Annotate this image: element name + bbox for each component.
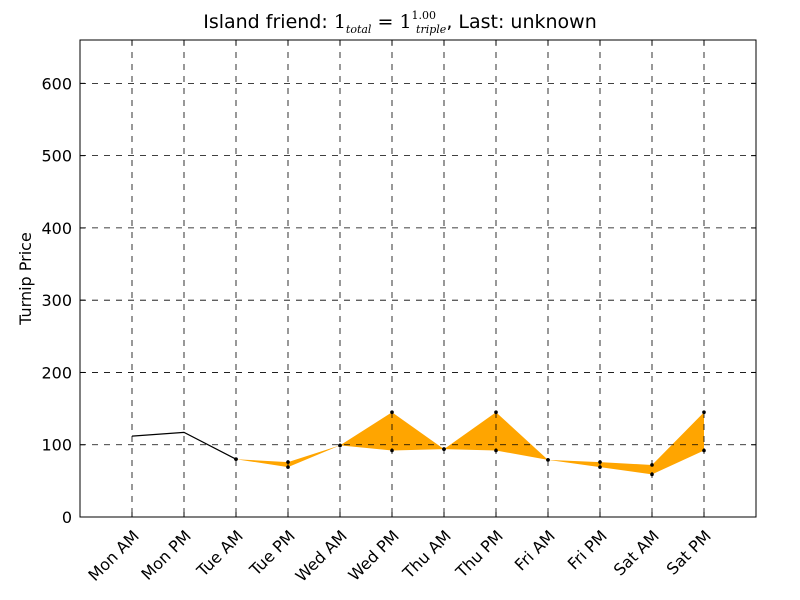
title-math-base2: 1 [399,11,412,33]
x-tick-label: Wed AM [292,526,351,585]
range-min-point [286,465,290,469]
x-tick-label: Fri PM [564,526,611,573]
title-math-base: 1 [333,11,346,33]
title-prefix: Island friend: [203,11,334,33]
x-tick-label: Tue AM [192,526,247,581]
range-min-point [234,457,238,461]
x-tick-label: Sat PM [663,526,715,578]
chart-title: Island friend: 1total = 11.00triple, Las… [0,9,800,36]
title-math-sub2: triple [416,23,447,36]
y-tick-label: 200 [41,363,72,382]
y-tick-label: 100 [41,436,72,455]
known-price-line [131,431,237,460]
title-math: 1total = 11.00triple [333,9,447,36]
x-tick-label: Sat AM [610,526,663,579]
range-min-point [338,443,342,448]
title-math-sub: total [345,23,372,36]
y-tick-label: 600 [41,74,72,93]
plot-frame [79,39,757,518]
y-tick-label: 400 [41,219,72,238]
y-axis-label: Turnip Price [16,232,35,326]
x-tick-label: Wed PM [345,526,403,584]
range-min-point [546,458,550,462]
x-tick-label: Fri AM [511,526,559,574]
range-min-point [598,465,602,469]
x-tick-label: Mon AM [84,526,142,584]
x-tick-label: Thu AM [398,526,454,582]
y-tick-label: 300 [41,291,72,310]
y-tick-label: 500 [41,147,72,166]
title-suffix: , Last: unknown [446,11,597,33]
x-tick-label: Mon PM [137,526,194,583]
x-tick-label: Thu PM [451,526,507,582]
price-range-band [236,412,704,475]
y-tick-label: 0 [62,508,72,527]
title-math-eq: = [371,11,400,33]
title-math-sup: 1.00 [411,9,437,22]
